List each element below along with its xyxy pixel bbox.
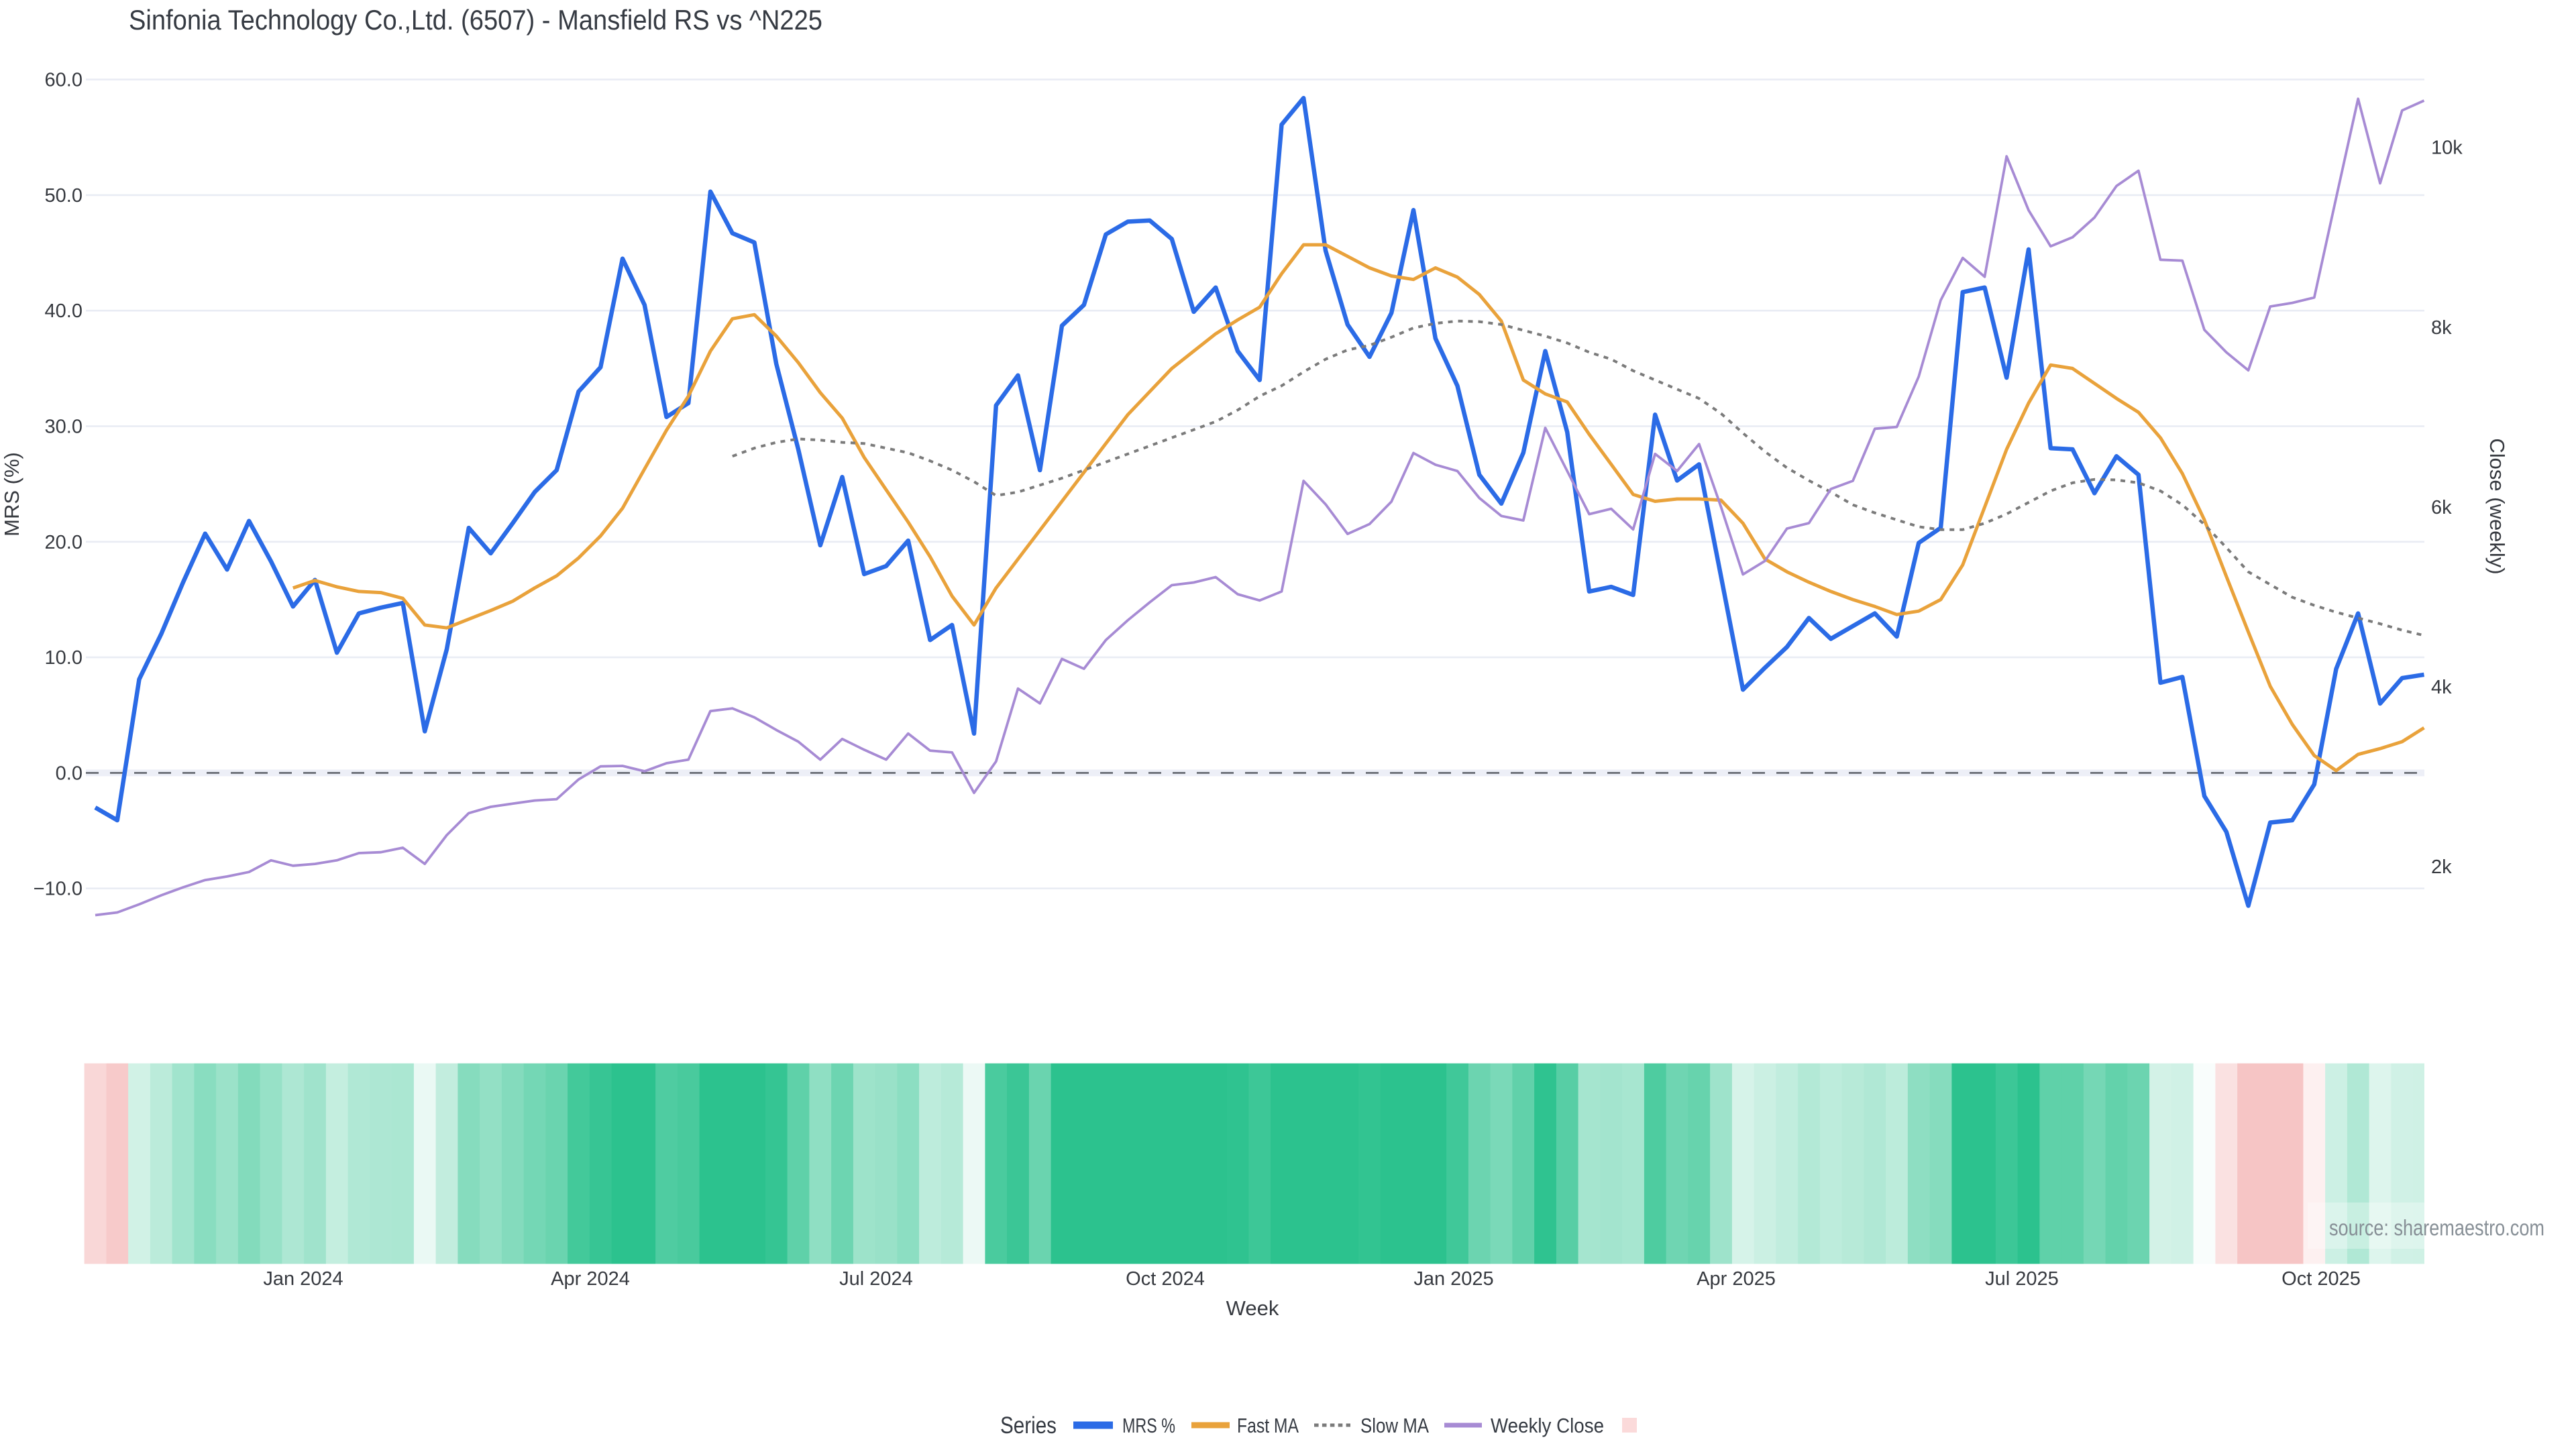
svg-text:6k: 6k <box>2431 497 2452 518</box>
svg-text:Series: Series <box>1000 1412 1057 1439</box>
svg-text:4k: 4k <box>2431 677 2452 698</box>
svg-text:Jul 2025: Jul 2025 <box>1985 1268 2059 1290</box>
svg-text:8k: 8k <box>2431 317 2452 339</box>
svg-text:Slow MA: Slow MA <box>1360 1414 1429 1437</box>
svg-text:Oct 2025: Oct 2025 <box>2282 1268 2361 1290</box>
svg-text:50.0: 50.0 <box>45 185 83 207</box>
svg-text:Apr 2024: Apr 2024 <box>551 1268 630 1290</box>
svg-text:Close (weekly): Close (weekly) <box>2485 438 2509 574</box>
svg-text:0.0: 0.0 <box>56 763 83 784</box>
svg-text:20.0: 20.0 <box>45 532 83 553</box>
svg-text:−10.0: −10.0 <box>34 879 83 900</box>
svg-text:Sinfonia Technology Co.,Ltd. (: Sinfonia Technology Co.,Ltd. (6507) - Ma… <box>129 4 822 36</box>
svg-text:Jul 2024: Jul 2024 <box>839 1268 913 1290</box>
svg-text:source: sharemaestro.com: source: sharemaestro.com <box>2329 1215 2544 1240</box>
svg-text:Jan 2024: Jan 2024 <box>263 1268 343 1290</box>
svg-text:Jan 2025: Jan 2025 <box>1413 1268 1493 1290</box>
svg-text:Weekly Close: Weekly Close <box>1491 1414 1604 1437</box>
svg-text:MRS (%): MRS (%) <box>0 452 23 537</box>
svg-text:60.0: 60.0 <box>45 70 83 91</box>
svg-text:Apr 2025: Apr 2025 <box>1697 1268 1776 1290</box>
svg-text:Week: Week <box>1226 1296 1279 1320</box>
svg-text:10.0: 10.0 <box>45 647 83 669</box>
svg-text:Oct 2024: Oct 2024 <box>1126 1268 1205 1290</box>
svg-text:10k: 10k <box>2431 137 2463 159</box>
svg-text:30.0: 30.0 <box>45 416 83 438</box>
svg-text:MRS %: MRS % <box>1122 1414 1175 1437</box>
svg-text:2k: 2k <box>2431 856 2452 878</box>
svg-text:Fast MA: Fast MA <box>1237 1414 1299 1437</box>
svg-text:40.0: 40.0 <box>45 300 83 322</box>
